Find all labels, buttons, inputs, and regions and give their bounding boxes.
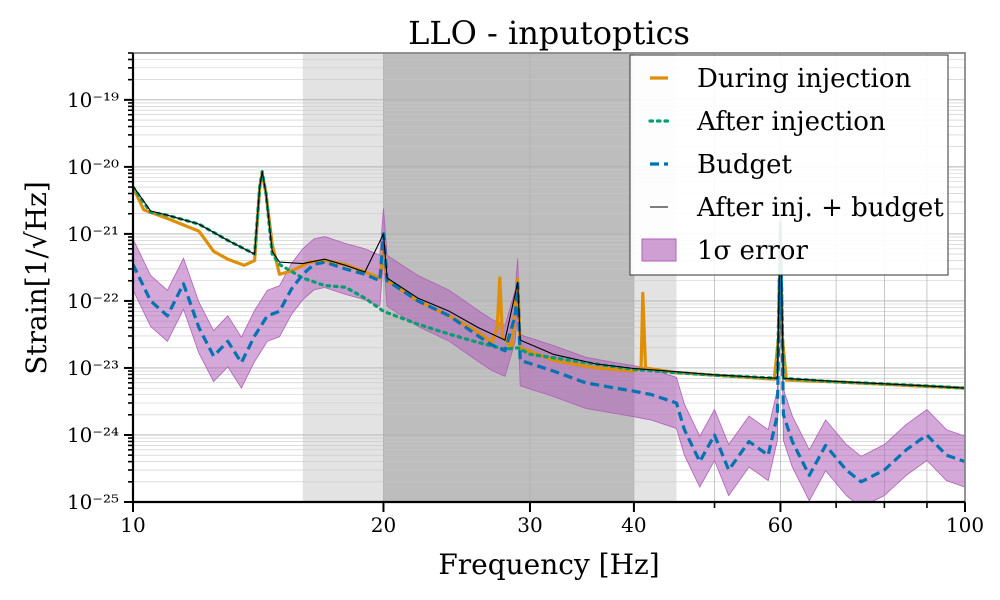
legend-label-during: During injection	[697, 64, 911, 94]
y-tick-label: 10⁻²²	[67, 289, 119, 313]
legend-label-after: After injection	[696, 107, 886, 137]
y-tick-label: 10⁻²³	[67, 356, 119, 380]
y-tick-label: 10⁻¹⁹	[67, 88, 119, 112]
legend-box	[629, 54, 949, 276]
series-line-sum	[133, 171, 965, 389]
shaded-region-2	[383, 53, 634, 502]
x-tick-label: 10	[120, 513, 145, 537]
legend: During injection After injection Budget Aft…	[629, 54, 949, 276]
x-tick-label: 100	[946, 513, 984, 537]
legend-label-error: 1σ error	[697, 236, 808, 266]
legend-label-budget: Budget	[697, 150, 793, 180]
legend-label-sum: After inj. + budget	[696, 193, 944, 223]
y-tick-label: 10⁻²⁵	[67, 490, 119, 514]
x-tick-label: 30	[517, 513, 542, 537]
x-tick-label: 20	[371, 513, 396, 537]
y-axis-label: Strain[1/√Hz]	[20, 181, 53, 375]
y-tick-label: 10⁻²⁴	[67, 423, 119, 447]
legend-swatch-error	[641, 238, 677, 262]
x-axis-label: Frequency [Hz]	[438, 548, 659, 581]
x-tick-label: 60	[768, 513, 793, 537]
y-tick-label: 10⁻²¹	[67, 222, 119, 246]
y-tick-label: 10⁻²⁰	[67, 155, 119, 179]
x-tick-label: 40	[621, 513, 646, 537]
chart-title: LLO - inputoptics	[408, 14, 690, 52]
